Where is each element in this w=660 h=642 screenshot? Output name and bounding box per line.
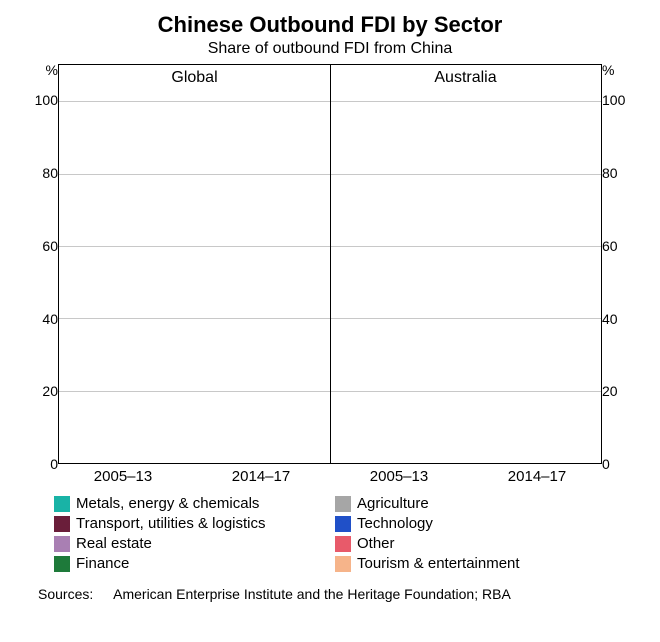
chart-title: Chinese Outbound FDI by Sector <box>18 12 642 38</box>
y-unit-right: % <box>602 62 642 78</box>
legend-label: Technology <box>357 515 433 532</box>
legend-label: Transport, utilities & logistics <box>76 515 266 532</box>
legend-swatch <box>54 536 70 552</box>
x-tick-label: 2005–13 <box>330 464 468 485</box>
y-tick-label: 40 <box>18 311 58 327</box>
legend: Metals, energy & chemicals Agriculture Tra… <box>54 495 606 572</box>
y-tick-label: 60 <box>602 238 642 254</box>
legend-item-tourism: Tourism & entertainment <box>335 555 606 572</box>
y-tick-label: 20 <box>602 383 642 399</box>
legend-swatch <box>335 516 351 532</box>
y-tick-label: 0 <box>602 456 642 472</box>
x-axis: 2005–132014–172005–132014–17 <box>54 464 606 485</box>
legend-swatch <box>54 516 70 532</box>
legend-label: Other <box>357 535 395 552</box>
sources: Sources: American Enterprise Institute a… <box>38 586 622 602</box>
legend-label: Agriculture <box>357 495 429 512</box>
legend-label: Tourism & entertainment <box>357 555 520 572</box>
y-tick-label: 100 <box>602 92 642 108</box>
y-axis-right: % 020406080100 <box>602 64 642 464</box>
y-axis-left: % 020406080100 <box>18 64 58 464</box>
legend-swatch <box>335 536 351 552</box>
legend-swatch <box>54 496 70 512</box>
sources-label: Sources: <box>38 586 110 602</box>
y-tick-label: 20 <box>18 383 58 399</box>
legend-item-agriculture: Agriculture <box>335 495 606 512</box>
plot-area: GlobalAustralia <box>58 64 602 464</box>
bars-layer <box>59 65 601 463</box>
x-tick-label: 2005–13 <box>54 464 192 485</box>
chart-subtitle: Share of outbound FDI from China <box>18 40 642 58</box>
legend-label: Real estate <box>76 535 152 552</box>
legend-swatch <box>335 496 351 512</box>
chart-container: Chinese Outbound FDI by Sector Share of … <box>0 0 660 642</box>
y-tick-label: 80 <box>602 165 642 181</box>
x-tick-label: 2014–17 <box>192 464 330 485</box>
y-tick-label: 100 <box>18 92 58 108</box>
legend-swatch <box>54 556 70 572</box>
legend-item-technology: Technology <box>335 515 606 532</box>
legend-item-realestate: Real estate <box>54 535 325 552</box>
legend-label: Metals, energy & chemicals <box>76 495 259 512</box>
legend-item-other: Other <box>335 535 606 552</box>
y-tick-label: 60 <box>18 238 58 254</box>
plot-row: % 020406080100 GlobalAustralia % 0204060… <box>18 64 642 464</box>
legend-item-metals: Metals, energy & chemicals <box>54 495 325 512</box>
y-unit-left: % <box>18 62 58 78</box>
legend-swatch <box>335 556 351 572</box>
legend-item-finance: Finance <box>54 555 325 572</box>
legend-item-transport: Transport, utilities & logistics <box>54 515 325 532</box>
y-tick-label: 0 <box>18 456 58 472</box>
y-tick-label: 80 <box>18 165 58 181</box>
legend-label: Finance <box>76 555 129 572</box>
x-tick-label: 2014–17 <box>468 464 606 485</box>
sources-text: American Enterprise Institute and the He… <box>113 586 511 602</box>
y-tick-label: 40 <box>602 311 642 327</box>
